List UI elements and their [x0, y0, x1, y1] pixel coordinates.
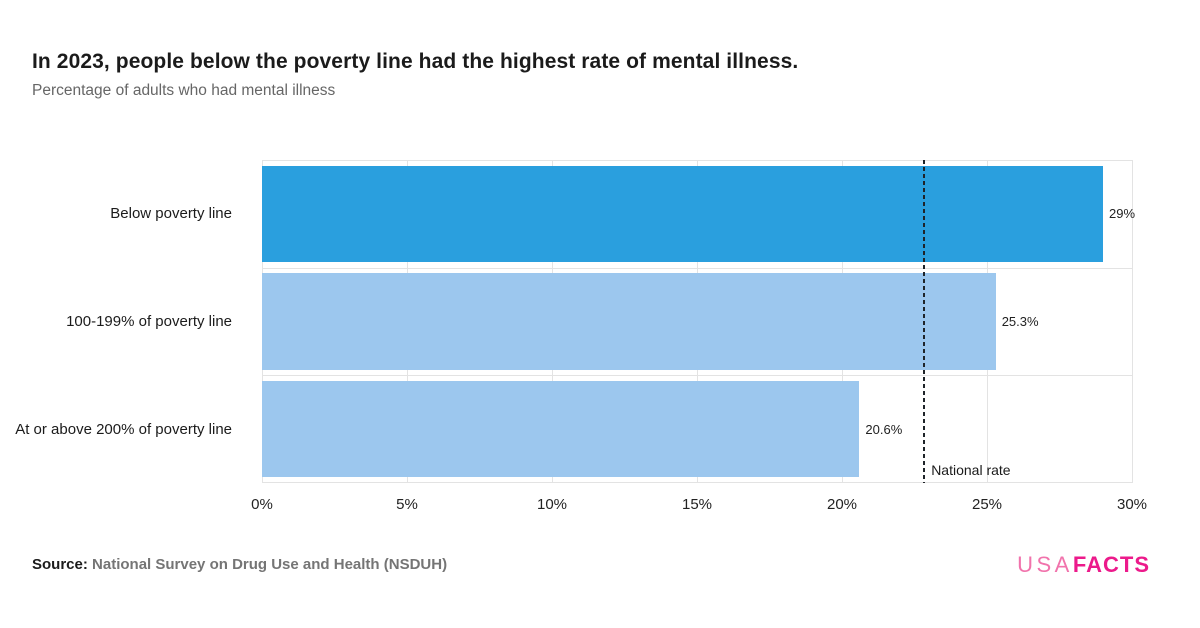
bar-at-or-above-200-of-poverty-line: [262, 380, 860, 478]
bar-below-poverty-line: [262, 165, 1103, 263]
category-label-at-or-above-200-of-poverty-line: At or above 200% of poverty line: [15, 420, 232, 438]
value-label-below-poverty-line: 29%: [1109, 206, 1136, 222]
source-text: National Survey on Drug Use and Health (…: [92, 556, 448, 573]
source-line: Source: National Survey on Drug Use and …: [32, 556, 447, 573]
x-tick-0: 0%: [251, 496, 273, 513]
row-separator: [262, 375, 1132, 376]
logo-facts: FACTS: [1072, 552, 1150, 577]
row-separator: [262, 160, 1132, 161]
x-axis: 0% 5% 10% 15% 20% 25% 30%: [251, 496, 1147, 516]
row-separator: [262, 482, 1132, 483]
row-separator: [262, 268, 1132, 269]
x-tick-10: 10%: [536, 496, 568, 513]
category-label-below-poverty-line: Below poverty line: [110, 205, 232, 223]
usafacts-logo: USAFACTS: [1017, 553, 1150, 577]
logo-usa: USA: [1017, 552, 1073, 577]
category-axis: Below poverty line 100-199% of poverty li…: [0, 160, 247, 483]
x-tick-25: 25%: [971, 496, 1003, 513]
x-tick-5: 5%: [396, 496, 418, 513]
value-label-at-or-above-200-of-poverty-line: 20.6%: [865, 421, 903, 437]
bar-100-199-of-poverty-line: [262, 273, 996, 370]
gridline-30: [1132, 160, 1133, 483]
chart-title: In 2023, people below the poverty line h…: [32, 50, 799, 73]
national-rate-reference-line: [923, 160, 926, 483]
national-rate-label: National rate: [931, 462, 1011, 478]
x-tick-15: 15%: [681, 496, 713, 513]
category-label-100-199-of-poverty-line: 100-199% of poverty line: [66, 312, 232, 330]
x-tick-30: 30%: [1116, 496, 1148, 513]
x-tick-20: 20%: [826, 496, 858, 513]
chart-subtitle: Percentage of adults who had mental illn…: [32, 82, 336, 99]
value-label-100-199-of-poverty-line: 25.3%: [1001, 313, 1039, 329]
source-label: Source:: [32, 556, 88, 573]
plot-area: National rate 29% 25.3% 20.6%: [262, 160, 1136, 483]
